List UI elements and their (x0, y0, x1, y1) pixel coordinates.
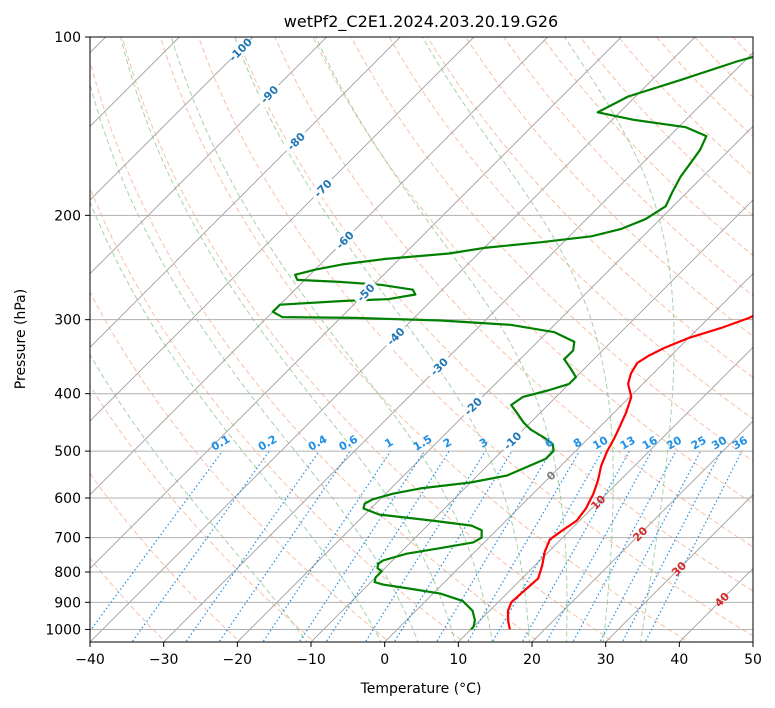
isotherm-line (90, 37, 328, 275)
isotherm-line (457, 346, 753, 642)
x-tick-label: −10 (296, 652, 326, 668)
x-tick-label: 20 (523, 652, 541, 668)
y-tick-label: 900 (54, 595, 81, 611)
plot-frame (89, 36, 754, 643)
isotherm-line (90, 37, 401, 348)
mixing-ratio-line (644, 450, 743, 642)
mixing-ratio-line (545, 450, 653, 642)
x-tick-label: 30 (597, 652, 615, 668)
isotherm-line (310, 199, 753, 642)
mixing-ratio-line (572, 450, 677, 642)
mixing-ratio-line (90, 450, 223, 632)
isotherm-line (90, 37, 622, 569)
y-tick-label: 500 (54, 444, 81, 460)
mixing-ratio-line (185, 450, 320, 642)
isotherm-line (90, 37, 180, 127)
y-tick-label: 400 (54, 387, 81, 403)
x-tick-label: 10 (449, 652, 467, 668)
plot-area (90, 37, 753, 642)
isotherm-line (90, 37, 254, 201)
dry-adiabat-line (388, 37, 753, 420)
x-tick-label: 0 (380, 652, 389, 668)
dry-adiabat-line (503, 37, 753, 297)
dry-adiabat-line (90, 59, 540, 642)
y-tick-label: 700 (54, 531, 81, 547)
y-tick-label: 300 (54, 313, 81, 329)
mixing-ratio-line (466, 450, 580, 642)
isotherm-line (163, 52, 753, 642)
y-tick-label: 800 (54, 565, 81, 581)
mixing-ratio-line (599, 450, 702, 642)
dry-adiabat-line (312, 37, 753, 505)
x-tick-label: −30 (149, 652, 179, 668)
dry-adiabat-line (198, 37, 753, 637)
mixing-ratio-line (621, 450, 722, 642)
axes: −40 −30 −20 −10 0 10 20 30 40 50 100 200 300 400 500 60… (45, 30, 762, 668)
mixing-ratio-line (435, 450, 552, 642)
y-tick-label: 600 (54, 491, 81, 507)
isotherm-line (384, 273, 753, 642)
x-tick-label: 40 (670, 652, 688, 668)
dry-adiabat-line (274, 37, 753, 548)
chart-title: wetPf2_C2E1.2024.203.20.19.G26 (284, 12, 558, 32)
dry-adiabat-line (350, 37, 753, 462)
temperature-profile-line (506, 314, 753, 630)
mixing-ratio-line (521, 450, 631, 642)
isotherm-line (605, 494, 753, 642)
y-tick-label: 200 (54, 208, 81, 224)
x-axis-label: Temperature (°C) (360, 681, 482, 697)
dry-adiabat-line (236, 37, 753, 592)
dry-adiabat-line (465, 37, 753, 338)
x-tick-label: −20 (223, 652, 253, 668)
mixing-ratio-line (393, 450, 513, 642)
mixing-ratio-line (262, 450, 392, 642)
y-axis-label: Pressure (hPa) (13, 289, 29, 389)
dewpoint-profile-line (271, 55, 753, 631)
y-tick-label: 100 (54, 30, 81, 46)
background-lines (90, 37, 753, 642)
dry-adiabat-line (90, 384, 316, 642)
y-tick-label: 1000 (45, 622, 81, 638)
isotherm-line (531, 420, 753, 642)
profile-lines (271, 55, 753, 631)
mixing-ratio-line (218, 450, 351, 642)
isotherm-line (90, 37, 549, 496)
mixing-ratio-lines (90, 450, 743, 642)
x-tick-label: −40 (75, 652, 105, 668)
x-tick-label: 50 (744, 652, 762, 668)
mixing-ratio-line (491, 450, 603, 642)
isotherm-line (90, 37, 475, 422)
mixing-ratio-line (298, 450, 425, 642)
